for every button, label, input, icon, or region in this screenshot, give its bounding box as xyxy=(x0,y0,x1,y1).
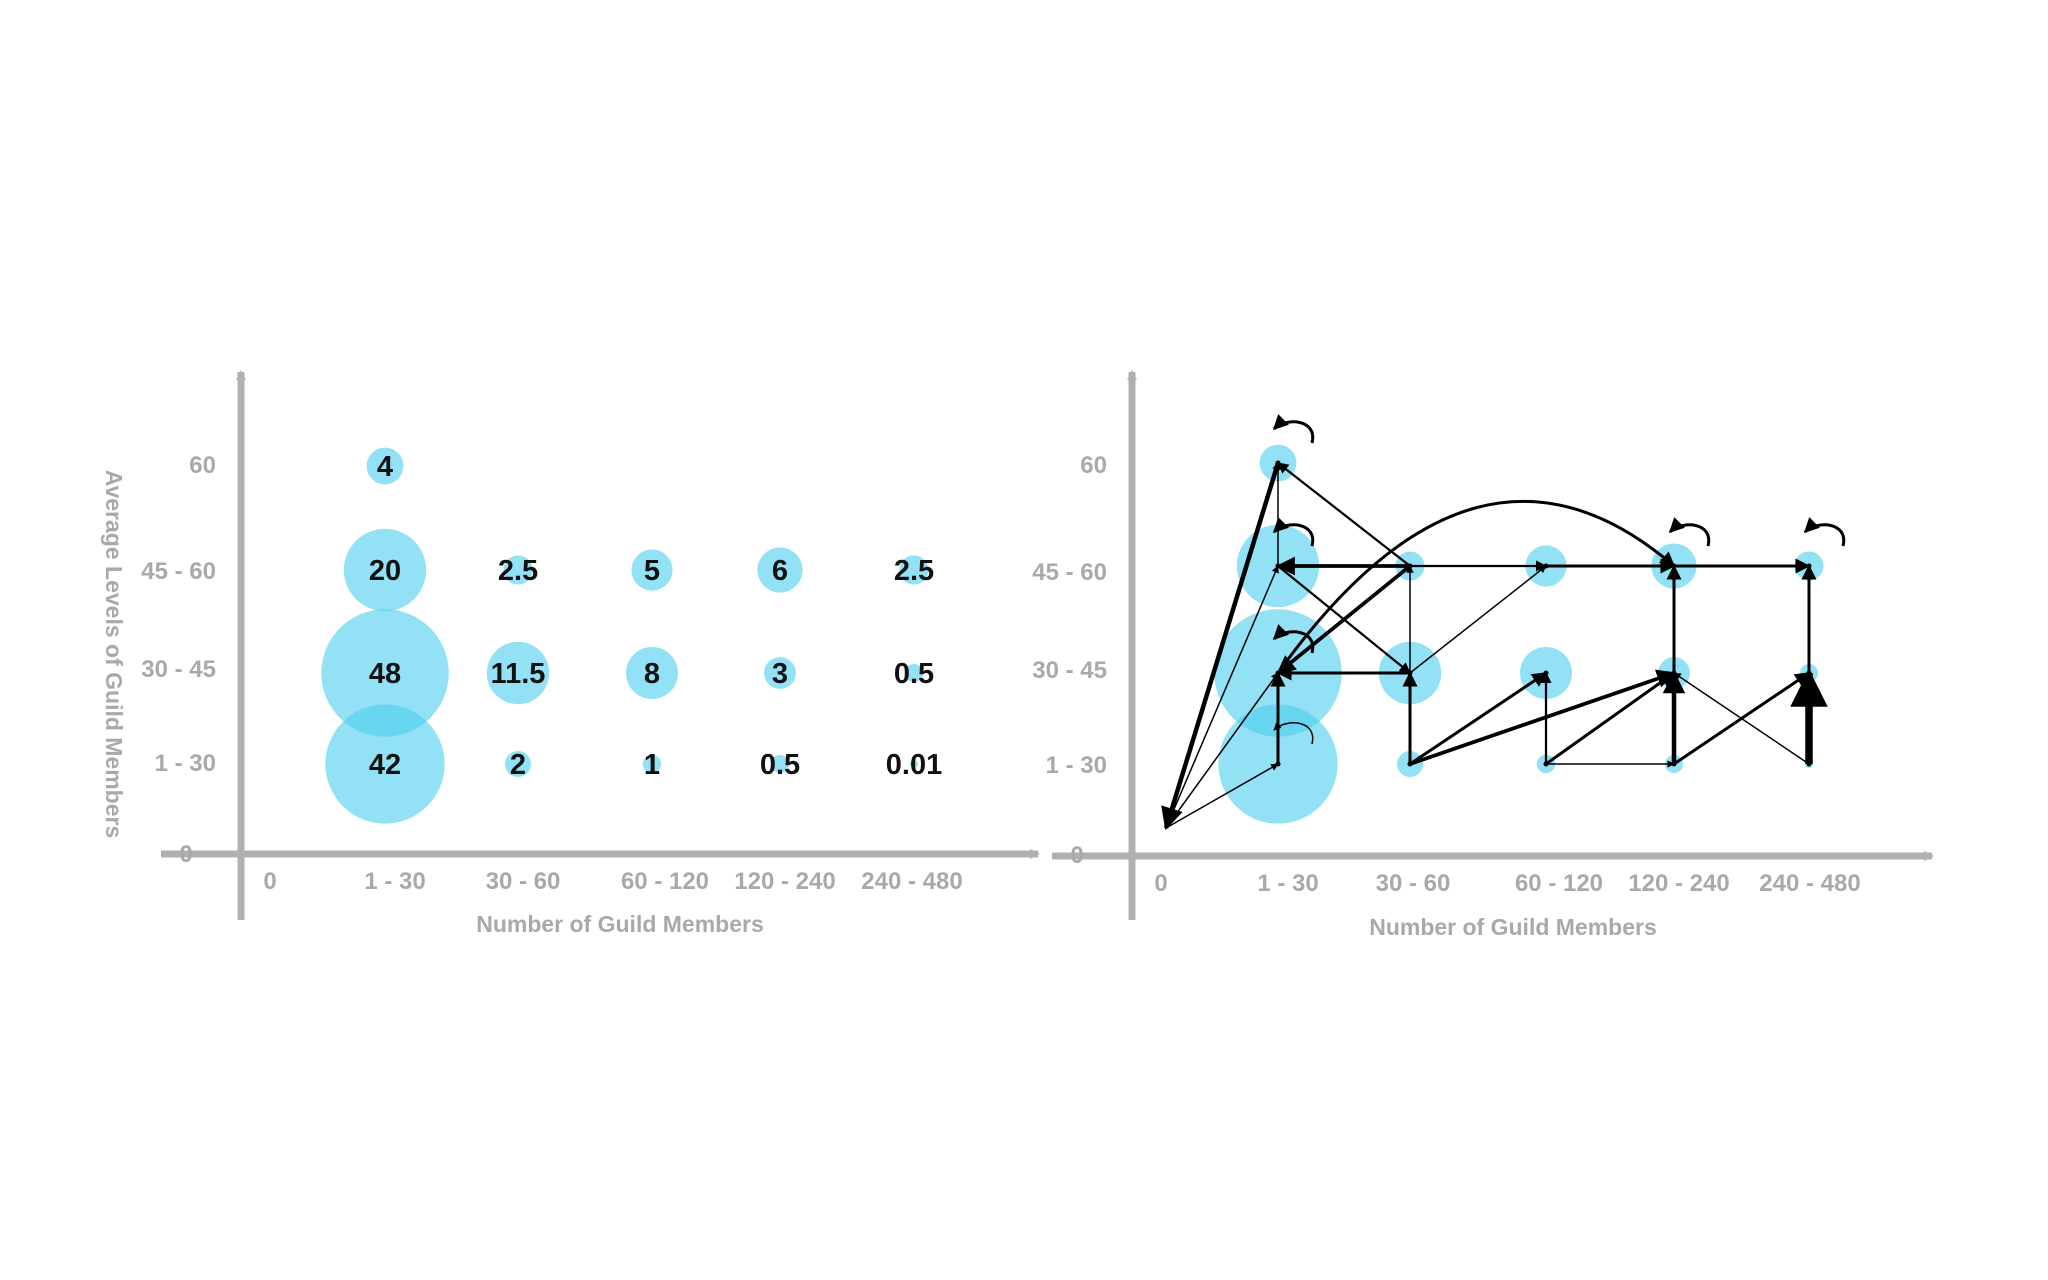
bubble-label-30-60-45-60: 2.5 xyxy=(498,555,538,587)
right-x-tick-label-1-30: 1 - 30 xyxy=(1257,870,1318,897)
bubble-label-120-240-30-45: 3 xyxy=(772,658,788,690)
arrow-n2_30-to-n3_45 xyxy=(1409,565,1547,674)
bubble-label-240-480-45-60: 2.5 xyxy=(894,555,934,587)
right-y-tick-label-1-30: 1 - 30 xyxy=(1046,752,1107,779)
arrow-n1_30-to-n4_45 xyxy=(1276,499,1676,674)
right-x-tick-label-240-480: 240 - 480 xyxy=(1759,870,1860,897)
right-x-tick-label-60-120: 60 - 120 xyxy=(1515,870,1603,897)
bubble-30-60-30-45 xyxy=(486,641,550,705)
bubble-120-240-1-30 xyxy=(771,755,789,773)
bubble-1-30-1-30 xyxy=(325,704,445,824)
bubble-1-30-45-60 xyxy=(343,528,427,612)
left-x-tick-label-60-120: 60 - 120 xyxy=(621,868,709,895)
arrow-n2_1-to-n4_30 xyxy=(1409,669,1676,766)
left-x-tick-label-240-480: 240 - 480 xyxy=(861,868,962,895)
bubble-30-60-45-60 xyxy=(503,555,533,585)
right-transition-arrows xyxy=(1161,414,1846,831)
self-loop-arrow-n5_45 xyxy=(1803,517,1846,547)
transition-chart-right: 1 - 30 30 - 60 60 - 120 120 - 240 240 - 480 0… xyxy=(1032,370,1934,940)
left-y-axis-title: Average Levels of Guild Members xyxy=(101,470,127,839)
arrow-origin-to-n1_1 xyxy=(1165,763,1279,829)
bubble-label-1-30-45-60: 20 xyxy=(369,555,401,587)
right-x-tick-label-120-240: 120 - 240 xyxy=(1628,870,1729,897)
bubble-1-30-30-45 xyxy=(321,609,449,737)
right-x-origin-label: 0 xyxy=(1154,870,1167,897)
bubble-label-120-240-1-30: 0.5 xyxy=(760,749,800,781)
bubble-30-60-1-30 xyxy=(504,750,532,778)
right-y-tick-label-45-60: 45 - 60 xyxy=(1032,559,1107,586)
bubble-label-60-120-1-30: 1 xyxy=(644,749,660,781)
left-x-origin-label: 0 xyxy=(263,868,276,895)
left-bubbles xyxy=(321,447,929,824)
bubble-chart-left: 4 20 48 42 2.5 11.5 2 5 8 1 6 3 0.5 2.5 0.5 0.01 1 - 30… xyxy=(101,370,1040,937)
left-axes xyxy=(161,370,1040,920)
arrow-n2_45-to-n1_60 xyxy=(1277,462,1411,567)
right-y-tick-label-60: 60 xyxy=(1080,452,1107,479)
right-y-tick-label-30-45: 30 - 45 xyxy=(1032,657,1107,684)
arrow-origin-to-n1_30 xyxy=(1165,672,1279,829)
left-y-tick-label-45-60: 45 - 60 xyxy=(141,558,216,585)
arrow-origin-to-n1_60 xyxy=(1165,462,1280,829)
left-y-tick-label-30-45: 30 - 45 xyxy=(141,656,216,683)
left-tick-labels: 1 - 30 30 - 60 60 - 120 120 - 240 240 - 480 0… xyxy=(101,452,963,937)
right-axes xyxy=(1052,370,1934,920)
bubble-240-480-30-45 xyxy=(905,664,923,682)
left-y-tick-label-1-30: 1 - 30 xyxy=(155,750,216,777)
bubble-label-30-60-1-30: 2 xyxy=(510,749,526,781)
bubble-60-120-45-60 xyxy=(631,549,673,591)
bubble-240-480-1-30 xyxy=(910,760,918,768)
left-x-axis-title: Number of Guild Members xyxy=(476,911,764,937)
right-y-origin-label: 0 xyxy=(1070,842,1083,869)
bubble-label-30-60-30-45: 11.5 xyxy=(491,658,546,690)
left-y-origin-label: 0 xyxy=(179,841,192,868)
bubble-60-120-30-45 xyxy=(625,646,679,700)
bubble-label-60-120-45-60: 5 xyxy=(644,555,660,587)
bubble-240-480-45-60 xyxy=(899,555,929,585)
bubble-1-30-60 xyxy=(366,447,404,485)
left-x-tick-label-120-240: 120 - 240 xyxy=(734,868,835,895)
bubble-label-120-240-45-60: 6 xyxy=(772,555,788,587)
left-x-tick-label-1-30: 1 - 30 xyxy=(364,868,425,895)
bubble-label-1-30-30-45: 48 xyxy=(369,658,401,690)
self-loop-arrow-n1_60 xyxy=(1272,414,1315,444)
left-y-tick-label-60: 60 xyxy=(189,452,216,479)
right-tick-labels: 1 - 30 30 - 60 60 - 120 120 - 240 240 - 480 0… xyxy=(1032,452,1860,940)
bubble-label-1-30-1-30: 42 xyxy=(369,749,401,781)
arrow-n1_45-to-n2_30 xyxy=(1277,565,1411,674)
arrow-n5_1-to-n4_30 xyxy=(1673,672,1810,765)
bubble-120-240-30-45 xyxy=(764,657,796,689)
arrow-n3_1-to-n4_30 xyxy=(1545,671,1676,766)
bubble-label-1-30-60: 4 xyxy=(377,451,393,483)
right-x-tick-label-30-60: 30 - 60 xyxy=(1376,870,1451,897)
bubble-label-60-120-30-45: 8 xyxy=(644,658,660,690)
left-x-tick-label-30-60: 30 - 60 xyxy=(486,868,561,895)
bubble-label-240-480-30-45: 0.5 xyxy=(894,658,934,690)
self-loop-arrow-n4_45 xyxy=(1668,517,1711,547)
left-bubble-labels: 4 20 48 42 2.5 11.5 2 5 8 1 6 3 0.5 2.5 0.5 0.01 xyxy=(369,451,942,781)
arrow-n2_1-to-n3_30 xyxy=(1409,671,1548,766)
arrow-origin-to-n1_45 xyxy=(1165,565,1279,829)
bubble-120-240-45-60 xyxy=(757,547,803,593)
bubble-60-120-1-30 xyxy=(642,754,662,774)
right-x-axis-title: Number of Guild Members xyxy=(1369,914,1657,940)
bubble-label-240-480-1-30: 0.01 xyxy=(886,749,942,781)
